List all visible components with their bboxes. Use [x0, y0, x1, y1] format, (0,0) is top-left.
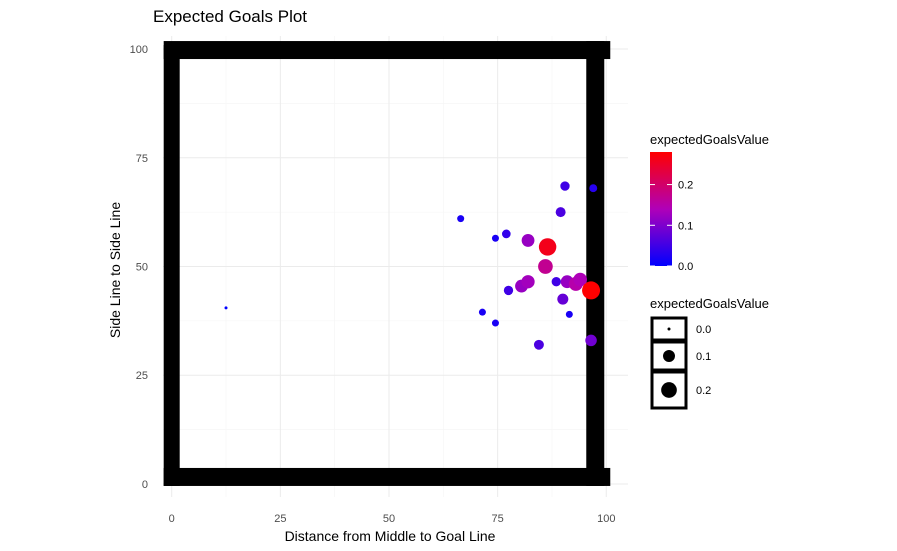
data-point	[565, 310, 573, 318]
data-point	[585, 334, 597, 347]
size-legend-dot	[667, 327, 671, 331]
size-legend: expectedGoalsValue 0.0 0.1 0.2	[650, 296, 769, 410]
size-legend-entries: 0.0 0.1 0.2	[650, 316, 711, 410]
data-point	[589, 184, 598, 193]
size-legend-dot	[661, 382, 677, 398]
color-bar-tick-label: 0.1	[678, 220, 693, 232]
data-point	[557, 293, 569, 305]
data-point	[224, 306, 228, 310]
y-axis-title: Side Line to Side Line	[107, 202, 123, 338]
data-point	[551, 277, 561, 287]
y-tick-label: 25	[136, 370, 148, 382]
data-point	[503, 285, 514, 296]
x-axis-ticks: 0 25 50 75 100	[169, 513, 616, 525]
y-tick-label: 100	[130, 44, 148, 56]
x-tick-label: 100	[597, 513, 615, 525]
x-tick-label: 25	[274, 513, 286, 525]
color-bar-ticks: 0.0 0.1 0.2	[650, 180, 693, 273]
data-point	[560, 181, 570, 191]
pitch-right-edge	[586, 41, 605, 486]
size-legend-label: 0.0	[696, 324, 711, 336]
color-legend-title: expectedGoalsValue	[650, 132, 769, 147]
data-point	[478, 308, 486, 316]
data-point	[538, 259, 553, 274]
data-point	[501, 229, 511, 239]
size-legend-title: expectedGoalsValue	[650, 296, 769, 311]
data-point	[555, 207, 566, 218]
chart-title: Expected Goals Plot	[153, 7, 307, 26]
y-axis-ticks: 0 25 50 75 100	[130, 44, 148, 491]
x-axis-title: Distance from Middle to Goal Line	[285, 528, 496, 544]
color-bar-tick-label: 0.2	[678, 180, 693, 192]
data-point	[533, 339, 544, 350]
pitch-left-edge	[163, 45, 180, 486]
data-point	[573, 272, 587, 287]
pitch-top-edge	[163, 41, 611, 60]
data-point	[457, 215, 465, 223]
color-bar-tick-label: 0.0	[678, 261, 693, 273]
data-point	[521, 233, 535, 247]
color-bar	[650, 152, 672, 266]
x-tick-label: 75	[492, 513, 504, 525]
size-legend-label: 0.1	[696, 351, 711, 363]
size-legend-label: 0.2	[696, 385, 711, 397]
size-legend-dot	[663, 350, 675, 362]
pitch-outline	[163, 41, 611, 486]
y-tick-label: 0	[142, 479, 148, 491]
y-tick-label: 75	[136, 153, 148, 165]
data-point	[491, 234, 499, 242]
color-legend: expectedGoalsValue 0.0 0.1 0.2	[650, 132, 769, 273]
shot-points	[224, 181, 601, 350]
data-point	[538, 238, 557, 256]
data-point	[491, 319, 499, 327]
data-point	[521, 275, 535, 289]
data-point	[582, 281, 601, 300]
x-tick-label: 50	[383, 513, 395, 525]
pitch-bottom-edge	[163, 467, 611, 486]
y-tick-label: 50	[136, 262, 148, 274]
x-tick-label: 0	[169, 513, 175, 525]
plot-grid	[163, 36, 628, 497]
